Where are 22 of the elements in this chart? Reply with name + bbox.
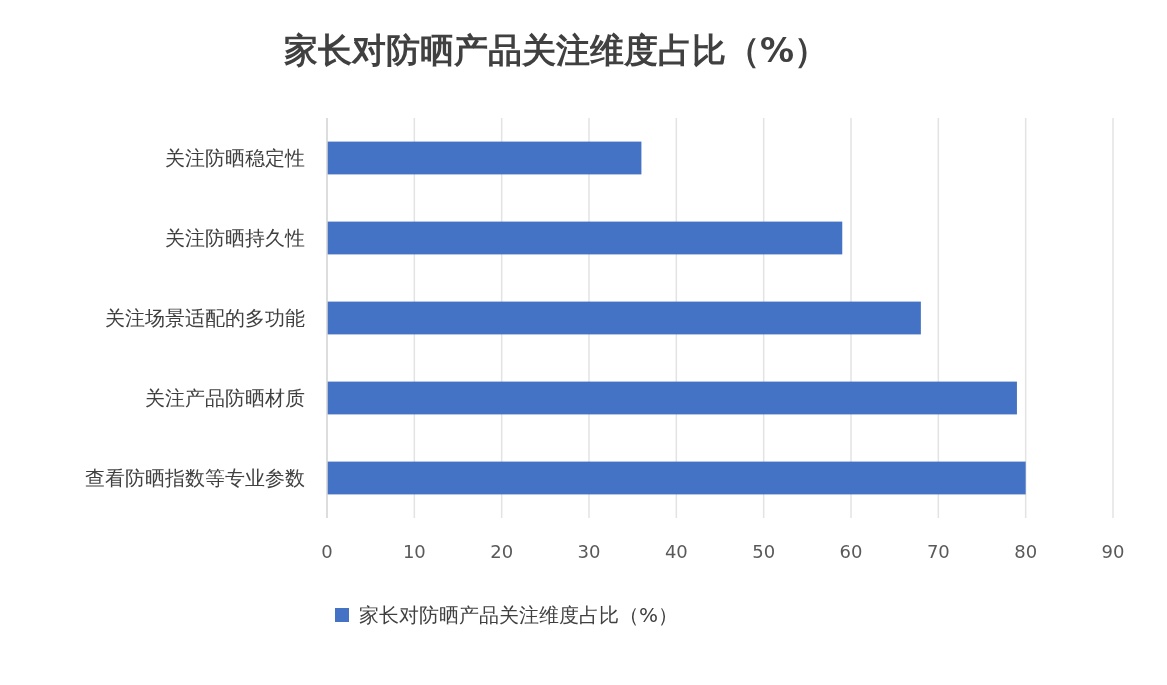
y-tick-label: 关注防晒稳定性 [165,146,305,170]
y-tick-label: 关注场景适配的多功能 [105,306,305,330]
y-tick-label: 关注防晒持久性 [165,226,305,250]
x-tick-label: 60 [839,541,863,563]
y-tick-label: 关注产品防晒材质 [145,386,305,410]
y-tick-label: 查看防晒指数等专业参数 [85,466,305,490]
bar [327,301,921,335]
x-tick-label: 30 [577,541,601,563]
x-tick-label: 50 [752,541,776,563]
chart-title: 家长对防晒产品关注维度占比（%） [283,29,829,70]
bar [327,221,843,255]
x-tick-label: 40 [664,541,688,563]
bar [327,141,642,175]
bar [327,461,1026,495]
x-tick-label: 90 [1101,541,1125,563]
x-tick-label: 20 [490,541,514,563]
x-tick-label: 70 [926,541,950,563]
x-tick-label: 10 [402,541,426,563]
legend-label: 家长对防晒产品关注维度占比（%） [359,603,679,627]
bar [327,381,1017,415]
x-tick-label: 0 [321,541,333,563]
x-tick-label: 80 [1014,541,1038,563]
